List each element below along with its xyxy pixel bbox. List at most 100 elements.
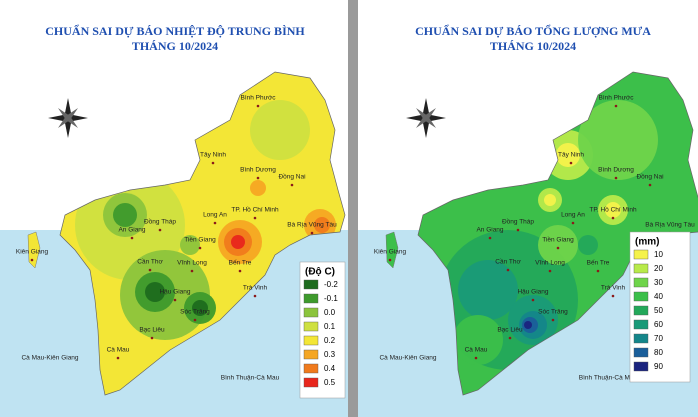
place-label: Tây Ninh	[200, 152, 226, 159]
place-label: Cà Mau	[465, 347, 488, 354]
place-dot	[531, 298, 535, 302]
place-label: An Giang	[118, 227, 145, 234]
place-dot	[253, 294, 257, 298]
legend-title: (mm)	[635, 237, 659, 248]
legend-swatch	[633, 333, 649, 344]
place-dot	[571, 221, 575, 225]
place-dot	[213, 221, 217, 225]
place-dot	[256, 104, 260, 108]
place-label: Đồng Nai	[636, 172, 663, 181]
zone	[556, 143, 580, 167]
place-dot	[474, 356, 478, 360]
place-dot	[256, 176, 260, 180]
zone	[192, 300, 208, 316]
land-border	[59, 71, 346, 396]
place-dot	[506, 268, 510, 272]
compass	[58, 108, 78, 128]
place-label: Tiền Giang	[542, 235, 574, 244]
land-border	[417, 71, 698, 396]
map-title: CHUẨN SAI DỰ BÁO NHIỆT ĐỘ TRUNG BÌNH	[45, 23, 305, 38]
place-label: Đồng Tháp	[144, 217, 176, 226]
place-dot	[193, 318, 197, 322]
legend-label: 0.5	[324, 378, 336, 387]
place-dot	[173, 298, 177, 302]
place-dot	[614, 176, 618, 180]
place-label: Bến Tre	[229, 258, 252, 267]
place-dot	[253, 216, 257, 220]
place-dot	[556, 246, 560, 250]
zone	[250, 100, 310, 160]
place-label: Đồng Nai	[278, 172, 305, 181]
place-dot	[190, 269, 194, 273]
place-label: Bến Tre	[587, 258, 610, 267]
place-dot	[116, 356, 120, 360]
place-dot	[516, 228, 520, 232]
map-subtitle: THÁNG 10/2024	[132, 39, 218, 53]
legend-label: 60	[654, 320, 663, 329]
compass	[416, 108, 436, 128]
place-dot	[150, 336, 154, 340]
legend-label: 80	[654, 348, 663, 357]
place-label: Bình Phước	[599, 95, 635, 102]
place-dot	[290, 183, 294, 187]
legend-label: -0.1	[324, 294, 338, 303]
legend-label: 0.1	[324, 322, 336, 331]
zone	[453, 315, 503, 365]
place-dot	[488, 236, 492, 240]
island	[385, 231, 399, 269]
place-label: Bình Dương	[598, 167, 634, 174]
place-label: Kiên Giang	[374, 249, 407, 256]
legend-label: 50	[654, 306, 663, 315]
legend-swatch	[633, 347, 649, 358]
place-label: Bình Phước	[241, 95, 277, 102]
place-dot	[388, 258, 392, 262]
place-dot	[148, 268, 152, 272]
place-label: Bạc Liêu	[139, 327, 165, 334]
zone	[578, 235, 598, 255]
place-label: Cần Thơ	[495, 257, 521, 266]
legend-swatch	[633, 305, 649, 316]
place-dot	[130, 236, 134, 240]
place-label: Sóc Trăng	[538, 309, 568, 316]
map-subtitle: THÁNG 10/2024	[490, 39, 576, 53]
zone	[605, 202, 621, 218]
zone	[314, 217, 330, 233]
legend-swatch	[303, 335, 319, 346]
place-label: Bình Dương	[240, 167, 276, 174]
legend-swatch	[633, 319, 649, 330]
legend-label: 40	[654, 292, 663, 301]
place-label: Bình Thuận-Cà Mau	[579, 375, 638, 382]
zone	[145, 282, 165, 302]
place-dot	[648, 183, 652, 187]
place-label: Hậu Giang	[159, 289, 190, 296]
place-label: Long An	[561, 212, 585, 219]
legend-label: 0.2	[324, 336, 336, 345]
legend-swatch	[633, 291, 649, 302]
place-label: Bà Rịa Vũng Tàu	[645, 222, 695, 229]
zones	[438, 100, 658, 370]
legend-swatch	[633, 361, 649, 372]
place-label: TP. Hồ Chí Minh	[589, 205, 637, 214]
place-label: Tiền Giang	[184, 235, 216, 244]
legend-title: (Độ C)	[305, 267, 335, 278]
legend-swatch	[303, 293, 319, 304]
place-dot	[211, 161, 215, 165]
place-label: Cà Mau	[107, 347, 130, 354]
map-panel: CHUẨN SAI DỰ BÁO NHIỆT ĐỘ TRUNG BÌNHTHÁN…	[0, 0, 348, 417]
zone	[231, 235, 245, 249]
place-label: Tây Ninh	[558, 152, 584, 159]
place-label: Cà Mau-Kiên Giang	[379, 355, 436, 362]
legend-swatch	[633, 263, 649, 274]
legend-label: 30	[654, 278, 663, 287]
place-label: Bình Thuận-Cà Mau	[221, 375, 280, 382]
legend-label: 90	[654, 362, 663, 371]
legend-swatch	[303, 377, 319, 388]
place-dot	[548, 269, 552, 273]
place-label: Sóc Trăng	[180, 309, 210, 316]
divider	[348, 0, 358, 417]
place-dot	[310, 231, 314, 235]
place-label: Hậu Giang	[517, 289, 548, 296]
place-dot	[569, 161, 573, 165]
